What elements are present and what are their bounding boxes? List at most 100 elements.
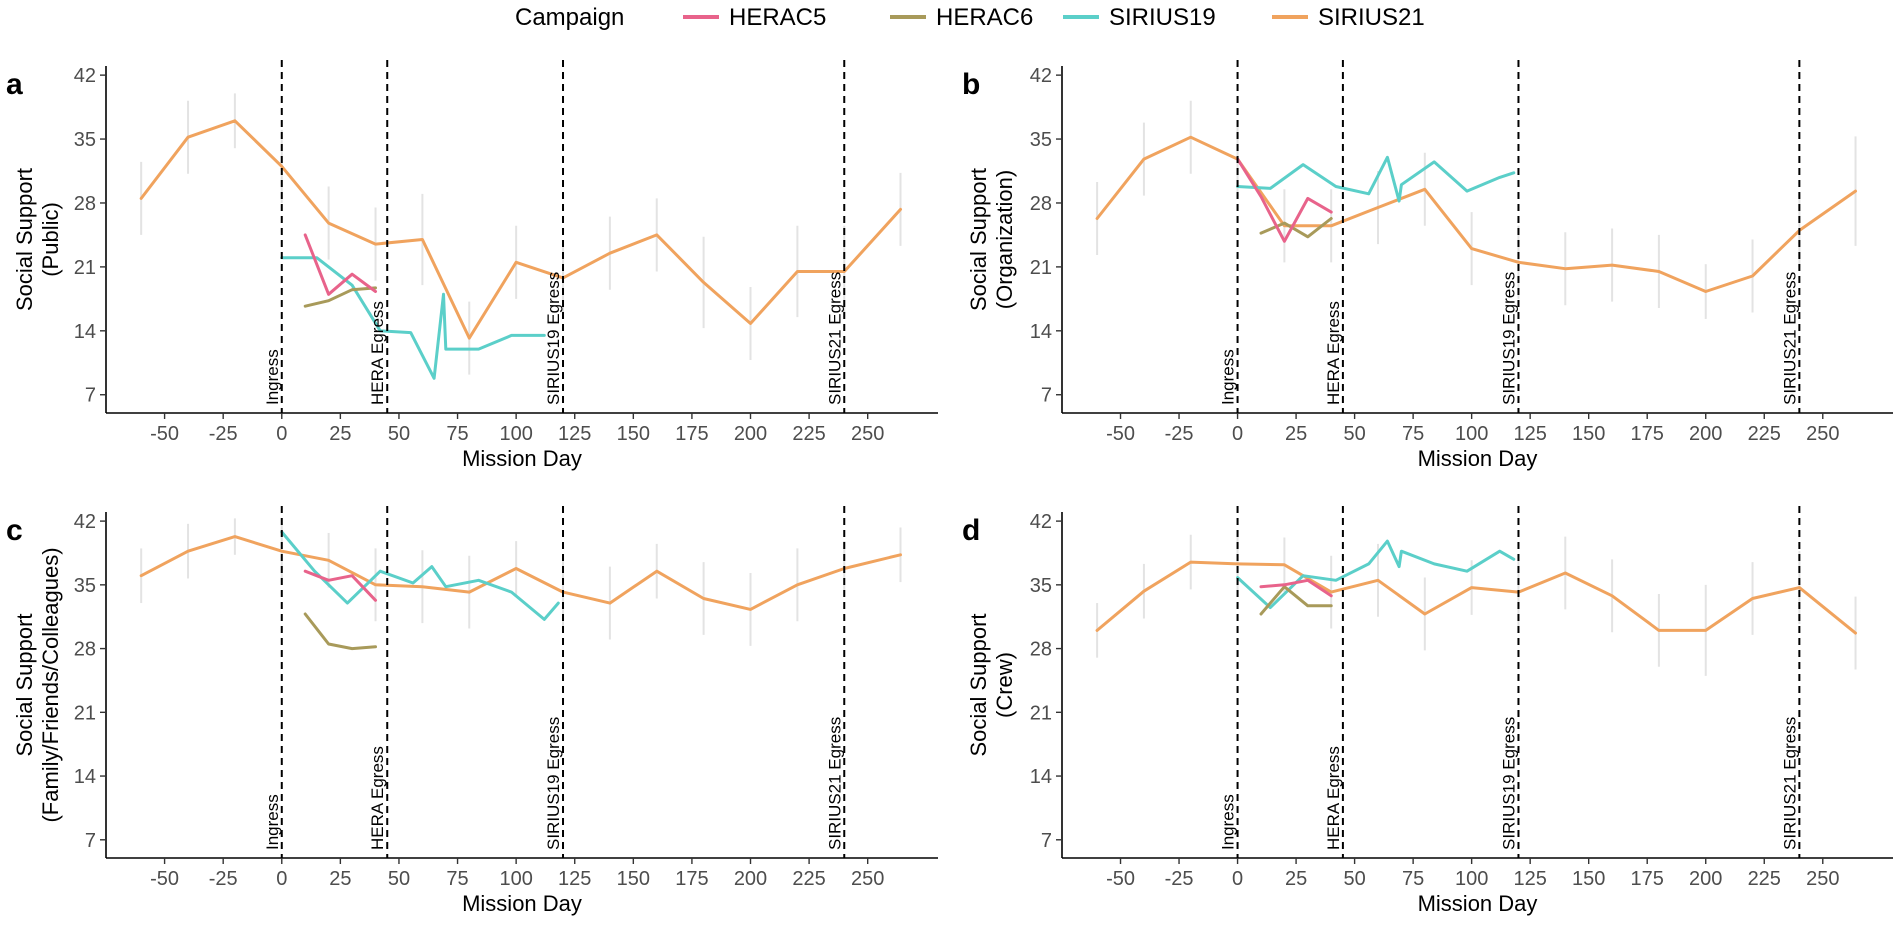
x-tick-label: -25 <box>209 868 238 890</box>
series-line-sirius21 <box>139 535 902 611</box>
vline-label: SIRIUS21 Egress <box>1780 717 1799 850</box>
x-tick-label: 125 <box>1513 423 1546 445</box>
x-tick-label: 225 <box>1748 423 1781 445</box>
y-tick-label: 42 <box>74 511 96 533</box>
x-tick-label: -50 <box>150 868 179 890</box>
x-tick-label: 0 <box>1232 868 1243 890</box>
x-tick-label: 50 <box>1343 423 1365 445</box>
panel-a: a 7 14 21 28 35 42 -50 -25 0 25 50 75 100 125 150 175 200… <box>6 60 938 471</box>
series-line-herac6 <box>303 286 377 308</box>
y-tick-label: 28 <box>74 639 96 661</box>
vline-label: SIRIUS21 Egress <box>825 717 844 850</box>
x-tick-label: 50 <box>388 868 410 890</box>
x-tick-label: 200 <box>1689 868 1722 890</box>
vline-label: HERA Egress <box>1324 301 1343 405</box>
x-tick-label: 25 <box>329 423 351 445</box>
vline-label: SIRIUS19 Egress <box>1499 717 1518 850</box>
x-axis-title: Mission Day <box>1418 446 1538 471</box>
series-line-sirius19 <box>280 530 560 621</box>
series-line-sirius19 <box>280 256 546 380</box>
x-tick-label: 75 <box>446 423 468 445</box>
y-tick-label: 7 <box>1041 385 1052 407</box>
panel-letter: a <box>6 68 23 101</box>
x-tick-label: 200 <box>734 423 767 445</box>
x-tick-label: -25 <box>1165 868 1194 890</box>
legend-label-sirius19: SIRIUS19 <box>1109 4 1216 31</box>
series-line-herac6 <box>1259 585 1333 616</box>
legend-label-herac5: HERAC5 <box>729 4 826 31</box>
x-tick-label: 75 <box>446 868 468 890</box>
y-tick-label: 28 <box>74 193 96 215</box>
y-tick-label: 14 <box>1030 766 1052 788</box>
x-tick-label: 50 <box>388 423 410 445</box>
y-tick-label: 28 <box>1030 193 1052 215</box>
x-tick-label: 225 <box>792 423 825 445</box>
x-tick-label: 200 <box>1689 423 1722 445</box>
x-tick-label: 175 <box>675 423 708 445</box>
x-tick-label: 250 <box>1806 868 1839 890</box>
x-tick-label: 250 <box>851 423 884 445</box>
vline-label: Ingress <box>263 794 282 850</box>
x-axis-title: Mission Day <box>462 446 582 471</box>
y-tick-label: 35 <box>1030 129 1052 151</box>
x-tick-label: 100 <box>499 423 532 445</box>
x-tick-label: 0 <box>276 868 287 890</box>
panel-letter: c <box>6 514 23 547</box>
y-tick-label: 14 <box>74 766 96 788</box>
x-tick-label: 100 <box>1455 423 1488 445</box>
y-tick-label: 14 <box>1030 321 1052 343</box>
y-tick-label: 21 <box>74 257 96 279</box>
x-tick-label: -50 <box>1106 868 1135 890</box>
x-tick-label: 25 <box>1285 868 1307 890</box>
legend: Campaign HERAC5 HERAC6 SIRIUS19 SIRIUS21 <box>515 4 1425 31</box>
y-tick-label: 7 <box>85 830 96 852</box>
panel-letter: d <box>962 514 980 547</box>
series-line-herac5 <box>303 233 377 296</box>
y-axis-title-line: (Public) <box>38 202 63 277</box>
series-line-sirius21 <box>1095 560 1857 635</box>
vline-label: Ingress <box>1219 794 1238 850</box>
x-tick-label: 125 <box>558 868 591 890</box>
x-tick-label: 125 <box>1513 868 1546 890</box>
vline-label: SIRIUS21 Egress <box>1780 272 1799 405</box>
x-tick-label: 25 <box>329 868 351 890</box>
y-axis-title-line: Social Support <box>966 613 991 756</box>
y-tick-label: 21 <box>1030 257 1052 279</box>
y-tick-label: 21 <box>1030 702 1052 724</box>
x-tick-label: -25 <box>209 423 238 445</box>
vline-label: HERA Egress <box>1324 746 1343 850</box>
x-tick-label: 100 <box>1455 868 1488 890</box>
x-tick-label: 75 <box>1402 423 1424 445</box>
x-tick-label: 150 <box>617 423 650 445</box>
series-line-sirius21 <box>139 119 902 340</box>
legend-label-herac6: HERAC6 <box>936 4 1033 31</box>
vline-label: SIRIUS21 Egress <box>825 272 844 405</box>
vline-label: SIRIUS19 Egress <box>544 717 563 850</box>
panels: a 7 14 21 28 35 42 -50 -25 0 25 50 75 100 125 150 175 200… <box>6 60 1893 916</box>
x-tick-label: 125 <box>558 423 591 445</box>
x-tick-label: 150 <box>1572 868 1605 890</box>
panel-c: c 7 14 21 28 35 42 -50 -25 0 25 50 75 100 125 150 175 200… <box>6 506 938 916</box>
y-tick-label: 42 <box>1030 65 1052 87</box>
y-tick-label: 35 <box>74 575 96 597</box>
series-line-herac6 <box>303 612 377 651</box>
vline-label: Ingress <box>1219 349 1238 405</box>
y-tick-label: 28 <box>1030 639 1052 661</box>
x-tick-label: -25 <box>1165 423 1194 445</box>
series-line-sirius19 <box>1236 155 1516 203</box>
y-tick-label: 42 <box>74 65 96 87</box>
x-tick-label: 25 <box>1285 423 1307 445</box>
x-tick-label: 200 <box>734 868 767 890</box>
x-axis-title: Mission Day <box>1418 891 1538 916</box>
x-tick-label: 175 <box>1631 868 1664 890</box>
y-tick-label: 7 <box>85 385 96 407</box>
y-axis-title: Social Support(Crew) <box>966 613 1017 756</box>
y-axis-title-line: Social Support <box>966 168 991 311</box>
x-tick-label: 250 <box>851 868 884 890</box>
vline-label: HERA Egress <box>368 301 387 405</box>
x-tick-label: 0 <box>1232 423 1243 445</box>
y-axis-title-line: Social Support <box>12 613 37 756</box>
y-axis-title: Social Support(Public) <box>12 168 63 311</box>
panel-d: d 7 14 21 28 35 42 -50 -25 0 25 50 75 100 125 150 175 200… <box>962 506 1893 916</box>
